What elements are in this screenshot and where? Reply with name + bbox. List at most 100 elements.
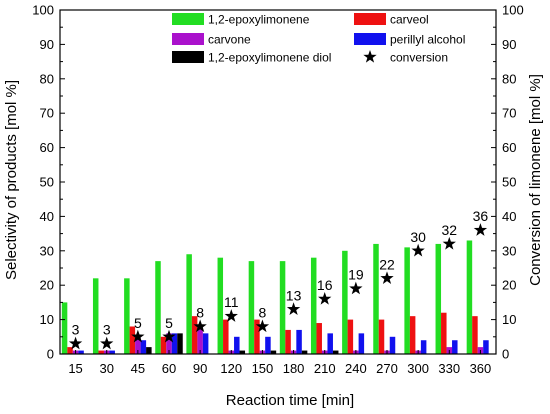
y-tick-label-right: 100 xyxy=(502,3,524,18)
conversion-star-marker xyxy=(380,271,394,284)
conversion-value-label: 22 xyxy=(379,256,395,272)
bars-layer xyxy=(61,240,489,354)
bar-perillyl-alcohol xyxy=(234,336,240,354)
legend-swatch xyxy=(172,13,204,25)
x-tick-label: 360 xyxy=(470,361,492,376)
conversion-value-label: 16 xyxy=(317,277,333,293)
bar-1-2-epoxylimonene-diol xyxy=(270,350,277,354)
y-tick-label: 10 xyxy=(40,312,54,327)
x-tick-label: 30 xyxy=(99,361,113,376)
x-tick-label: 300 xyxy=(407,361,429,376)
conversion-value-label: 8 xyxy=(259,304,267,320)
x-tick-label: 270 xyxy=(376,361,398,376)
legend-label: conversion xyxy=(390,51,448,65)
bar-1-2-epoxylimonene xyxy=(342,250,348,354)
conversion-star-marker xyxy=(286,302,301,315)
conversion-star-marker xyxy=(411,243,425,257)
conversion-value-label: 13 xyxy=(286,287,302,303)
y-tick-label: 0 xyxy=(47,347,54,362)
y-tick-label-right: 10 xyxy=(502,312,516,327)
conversion-value-label: 11 xyxy=(224,294,239,310)
conversion-star-marker xyxy=(100,336,114,350)
conversion-star-marker xyxy=(349,281,363,295)
y-tick-label-right: 70 xyxy=(502,106,516,121)
x-tick-label: 90 xyxy=(193,361,207,376)
bar-carveol xyxy=(129,326,136,354)
bar-carveol xyxy=(160,336,167,354)
bar-1-2-epoxylimonene xyxy=(186,254,192,354)
conversion-star-marker xyxy=(473,223,488,236)
y-axis-right-title: Conversion of limonene [mol %] xyxy=(527,74,544,286)
bar-carveol xyxy=(378,319,385,354)
x-axis-title: Reaction time [min] xyxy=(226,392,354,409)
conversion-value-label: 3 xyxy=(72,322,80,338)
bar-perillyl-alcohol xyxy=(420,340,427,354)
bar-perillyl-alcohol xyxy=(452,340,458,354)
conversion-layer: 3 3 5 5 8 11 8 13 16 19 22 30 32 36 xyxy=(68,208,488,350)
y-tick-label-right: 50 xyxy=(502,175,516,190)
x-tick-label: 15 xyxy=(68,361,82,376)
conversion-value-label: 8 xyxy=(196,304,204,320)
bar-perillyl-alcohol xyxy=(327,333,333,354)
bar-1-2-epoxylimonene xyxy=(404,247,410,354)
conversion-value-label: 32 xyxy=(441,222,457,238)
bar-perillyl-alcohol xyxy=(483,340,489,354)
x-tick-label: 180 xyxy=(283,361,305,376)
legend-swatch xyxy=(172,51,204,63)
axes-layer: 0 0 10 10 20 20 30 30 40 40 50 50 60 60 70 70 80 80 90 90 10… xyxy=(32,3,523,377)
y-tick-label-right: 30 xyxy=(502,243,516,258)
bar-carvone xyxy=(197,326,203,354)
bar-1-2-epoxylimonene xyxy=(155,261,161,354)
bar-carveol xyxy=(98,350,104,354)
bar-carvone xyxy=(166,333,172,354)
bar-perillyl-alcohol xyxy=(78,350,84,354)
conversion-star-marker xyxy=(131,329,145,343)
bar-carveol xyxy=(254,319,260,354)
y-tick-label-right: 20 xyxy=(502,278,516,293)
bar-1-2-epoxylimonene-diol xyxy=(177,333,183,354)
bar-perillyl-alcohol xyxy=(109,350,115,354)
legend: 1,2-epoxylimonene carveol carvone perillyl … xyxy=(172,13,465,65)
y-tick-label: 70 xyxy=(40,106,54,121)
bar-1-2-epoxylimonene xyxy=(279,261,286,354)
legend-swatch xyxy=(172,33,204,45)
y-tick-label: 30 xyxy=(40,243,54,258)
legend-label: 1,2-epoxylimonene diol xyxy=(208,51,331,65)
bar-carveol xyxy=(441,312,447,354)
x-tick-label: 45 xyxy=(131,361,145,376)
conversion-star-marker xyxy=(193,319,207,333)
y-tick-label-right: 80 xyxy=(502,71,516,86)
bar-1-2-epoxylimonene xyxy=(310,257,317,354)
bar-1-2-epoxylimonene xyxy=(124,278,130,354)
x-tick-label: 330 xyxy=(438,361,460,376)
conversion-star-marker xyxy=(442,236,456,250)
x-tick-label: 120 xyxy=(220,361,242,376)
bar-1-2-epoxylimonene xyxy=(373,243,379,354)
x-tick-label: 60 xyxy=(162,361,176,376)
bar-perillyl-alcohol xyxy=(202,333,209,354)
conversion-value-label: 5 xyxy=(134,315,142,331)
bar-carveol xyxy=(191,316,198,354)
legend-label: carveol xyxy=(390,13,429,27)
conversion-star-marker xyxy=(162,329,176,343)
y-axis-title: Selectivity of products [mol %] xyxy=(3,80,20,280)
bar-perillyl-alcohol xyxy=(296,329,302,354)
bar-perillyl-alcohol xyxy=(140,340,147,354)
bar-1-2-epoxylimonene xyxy=(466,240,473,354)
x-tick-label: 210 xyxy=(314,361,336,376)
x-tick-label: 150 xyxy=(252,361,274,376)
bar-1-2-epoxylimonene xyxy=(61,302,68,354)
legend-label: 1,2-epoxylimonene xyxy=(208,13,310,27)
y-tick-label: 40 xyxy=(40,209,54,224)
x-tick-label: 240 xyxy=(345,361,367,376)
bar-carvone xyxy=(135,336,141,354)
bar-carveol xyxy=(347,319,354,354)
bar-perillyl-alcohol xyxy=(389,336,396,354)
bar-1-2-epoxylimonene xyxy=(248,261,255,354)
bar-1-2-epoxylimonene-diol xyxy=(301,350,308,354)
y-tick-label-right: 40 xyxy=(502,209,516,224)
bar-1-2-epoxylimonene xyxy=(435,243,442,354)
legend-swatch xyxy=(354,13,386,25)
